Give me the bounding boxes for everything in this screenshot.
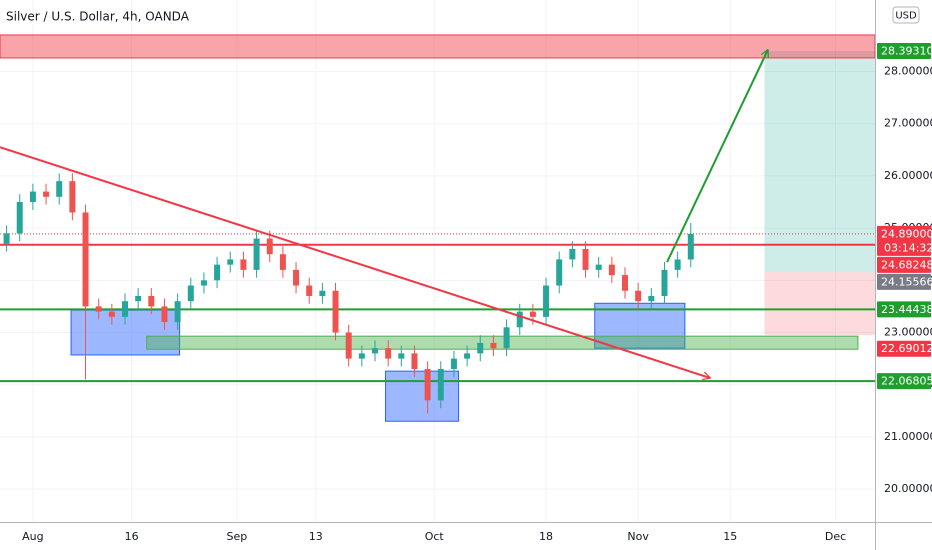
price-label-box bbox=[877, 273, 931, 290]
candle-body bbox=[43, 191, 50, 197]
zone bbox=[0, 34, 876, 59]
candle-body bbox=[608, 264, 615, 276]
candle-body bbox=[214, 264, 221, 281]
price-label: 22.69012 bbox=[881, 342, 932, 355]
x-tick-label: Nov bbox=[627, 530, 649, 543]
candle-body bbox=[411, 353, 418, 370]
currency-box[interactable] bbox=[892, 6, 920, 24]
price-label: 24.89000 bbox=[881, 227, 932, 240]
price-label-box bbox=[877, 256, 931, 273]
x-tick-label: 18 bbox=[539, 530, 553, 543]
price-label: 22.06805 bbox=[881, 375, 932, 388]
price-label-box bbox=[877, 42, 931, 59]
candle-body bbox=[635, 290, 642, 302]
candle-body bbox=[227, 259, 234, 265]
candle-body bbox=[108, 311, 115, 317]
candle-body bbox=[595, 264, 602, 270]
candle-body bbox=[556, 259, 563, 286]
chart-title: Silver / U.S. Dollar, 4h, OANDA bbox=[6, 10, 190, 24]
x-tick-label: Sep bbox=[226, 530, 247, 543]
candle-body bbox=[622, 275, 628, 291]
x-tick-label: 13 bbox=[309, 530, 323, 543]
y-tick-label: 21.00000 bbox=[884, 430, 932, 443]
candle-body bbox=[16, 202, 23, 234]
price-label-box bbox=[877, 373, 931, 390]
candle-body bbox=[293, 269, 300, 286]
candle-body bbox=[148, 295, 155, 307]
candle-body bbox=[95, 306, 102, 312]
candle-body bbox=[424, 369, 431, 401]
price-label: 23.44438 bbox=[881, 303, 932, 316]
x-tick-label: 15 bbox=[723, 530, 737, 543]
candle-body bbox=[529, 311, 536, 317]
price-label: 24.15566 bbox=[881, 275, 932, 288]
candle-body bbox=[279, 254, 286, 270]
candle-body bbox=[253, 238, 260, 270]
candle-body bbox=[516, 311, 523, 328]
x-tick-label: Oct bbox=[425, 530, 445, 543]
price-label-box bbox=[877, 301, 931, 318]
candle-body bbox=[122, 301, 128, 317]
y-tick-label: 20.00000 bbox=[884, 482, 932, 495]
candle-body bbox=[543, 285, 550, 317]
candle-body bbox=[437, 369, 444, 401]
candle-body bbox=[490, 342, 497, 349]
candle-body bbox=[503, 327, 510, 349]
candle-body bbox=[161, 306, 168, 323]
currency: USD bbox=[895, 11, 917, 22]
candle-body bbox=[174, 301, 181, 323]
zone bbox=[385, 370, 460, 422]
candle-body bbox=[345, 332, 352, 359]
candle-body bbox=[82, 212, 89, 307]
candle-body bbox=[266, 238, 273, 255]
plot-area bbox=[0, 0, 876, 522]
candle-body bbox=[319, 290, 326, 296]
candle-body bbox=[648, 295, 655, 302]
candle-body bbox=[135, 295, 142, 302]
candle-body bbox=[3, 233, 10, 244]
candle-body bbox=[200, 280, 207, 286]
candle-body bbox=[450, 358, 457, 370]
price-label-box bbox=[877, 225, 931, 256]
candle-body bbox=[464, 353, 471, 359]
x-tick-label: Aug bbox=[22, 530, 43, 543]
candle-body bbox=[582, 248, 589, 270]
y-tick-label: 27.00000 bbox=[884, 117, 932, 130]
candle-body bbox=[29, 191, 36, 203]
candle-body bbox=[674, 259, 681, 270]
candle-body bbox=[398, 353, 405, 359]
candle-body bbox=[69, 181, 76, 213]
candle-body bbox=[187, 285, 194, 302]
position-profit bbox=[764, 50, 875, 273]
candle-body bbox=[240, 259, 247, 270]
y-tick-label: 23.00000 bbox=[884, 326, 932, 339]
candle-body bbox=[306, 285, 313, 296]
price-label: 28.39310 bbox=[881, 44, 932, 57]
trend-line bbox=[666, 50, 768, 263]
trend-line bbox=[0, 146, 710, 378]
candle-body bbox=[477, 342, 484, 354]
price-label-box bbox=[877, 340, 931, 357]
price-label: 24.68248 bbox=[881, 258, 932, 271]
position-loss bbox=[764, 272, 875, 336]
y-tick-label: 28.00000 bbox=[884, 65, 932, 78]
y-tick-label: 26.00000 bbox=[884, 169, 932, 182]
zone bbox=[146, 335, 859, 350]
candle-body bbox=[661, 269, 668, 296]
candle-body bbox=[358, 353, 365, 359]
candle-body bbox=[56, 181, 63, 197]
candle-body bbox=[372, 348, 378, 354]
countdown: 03:14:32 bbox=[884, 241, 932, 254]
candle-body bbox=[687, 233, 694, 260]
x-tick-label: Dec bbox=[825, 530, 846, 543]
x-tick-label: 16 bbox=[125, 530, 139, 543]
zone bbox=[594, 302, 686, 349]
candle-body bbox=[332, 290, 339, 333]
candle-body bbox=[569, 248, 576, 260]
candle-body bbox=[385, 348, 392, 359]
